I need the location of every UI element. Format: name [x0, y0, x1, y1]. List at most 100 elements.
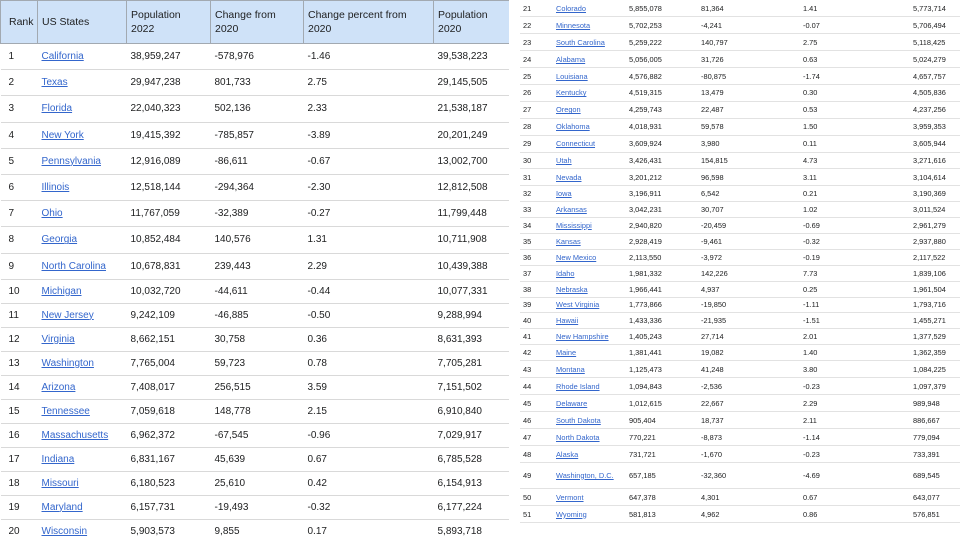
state-link[interactable]: Texas [41, 77, 68, 89]
table-row: 14 Arizona 7,408,017 256,515 3.59 7,151,502 [0, 375, 509, 400]
state-link[interactable]: Wisconsin [41, 525, 88, 537]
cell-change-percent: 7.73 [800, 265, 910, 282]
state-link[interactable]: Pennsylvania [41, 155, 101, 167]
cell-change-percent: 0.11 [800, 135, 910, 153]
cell-change: 13,479 [698, 84, 800, 102]
state-link[interactable]: Utah [556, 155, 572, 165]
cell-state: Delaware [553, 394, 626, 413]
cell-population-2020: 13,002,700 [433, 148, 509, 175]
state-link[interactable]: California [41, 51, 84, 63]
state-link[interactable]: Ohio [41, 208, 63, 220]
header-change[interactable]: Change from 2020 [210, 0, 304, 44]
cell-state: Virginia [37, 327, 127, 352]
state-link[interactable]: Arkansas [556, 205, 587, 215]
header-population-2020[interactable]: Population 2020 [433, 0, 509, 44]
cell-population-2020: 1,793,716 [910, 297, 960, 314]
state-link[interactable]: South Dakota [556, 415, 601, 425]
cell-population-2020: 989,948 [910, 394, 960, 413]
table-row: 43 Montana 1,125,473 41,248 3.80 1,084,225 [520, 360, 960, 379]
state-link[interactable]: North Carolina [41, 260, 106, 272]
cell-state: South Dakota [553, 411, 626, 430]
cell-change-percent: -1.51 [800, 312, 910, 330]
state-link[interactable]: Alabama [556, 54, 586, 64]
header-state[interactable]: US States [37, 0, 127, 44]
state-link[interactable]: South Carolina [556, 37, 605, 47]
cell-population-2020: 3,104,614 [910, 168, 960, 187]
cell-change: -86,611 [210, 148, 304, 175]
state-link[interactable]: Indiana [41, 453, 75, 465]
state-link[interactable]: Massachusetts [41, 429, 109, 441]
state-link[interactable]: Montana [556, 364, 585, 374]
cell-state: Arizona [37, 375, 127, 400]
table-row: 22 Minnesota 5,702,253 -4,241 -0.07 5,706,494 [520, 16, 960, 35]
state-link[interactable]: Arizona [41, 381, 76, 393]
header-rank[interactable]: Rank [0, 0, 38, 44]
cell-population-2022: 581,813 [626, 505, 698, 524]
state-link[interactable]: Nebraska [556, 284, 588, 294]
state-link[interactable]: Kentucky [556, 88, 587, 98]
cell-population-2022: 1,773,866 [626, 297, 698, 314]
state-link[interactable]: Louisiana [556, 71, 588, 81]
cell-change-percent: 0.67 [800, 488, 910, 507]
state-link[interactable]: Minnesota [556, 20, 591, 30]
cell-change-percent: 1.41 [800, 0, 910, 18]
state-link[interactable]: Hawaii [556, 316, 579, 326]
cell-state: Rhode Island [553, 377, 626, 396]
table-row: 3 Florida 22,040,323 502,136 2.33 21,538,187 [0, 95, 509, 123]
cell-change: 140,797 [698, 33, 800, 52]
state-link[interactable]: Mississippi [556, 221, 592, 231]
state-link[interactable]: Nevada [556, 172, 582, 182]
state-link[interactable]: Kansas [556, 236, 581, 246]
state-link[interactable]: Florida [41, 103, 73, 115]
cell-rank: 9 [0, 253, 38, 280]
cell-state: Pennsylvania [37, 148, 127, 175]
state-link[interactable]: Georgia [41, 234, 78, 246]
cell-change-percent: -1.11 [800, 297, 910, 314]
state-link[interactable]: North Dakota [556, 432, 600, 442]
cell-population-2022: 4,576,882 [626, 67, 698, 85]
header-population-2022[interactable]: Population 2022 [126, 0, 211, 44]
cell-population-2022: 1,125,473 [626, 360, 698, 379]
state-link[interactable]: Oregon [556, 105, 581, 115]
state-link[interactable]: Maryland [41, 501, 83, 513]
cell-population-2022: 7,765,004 [126, 351, 211, 376]
state-link[interactable]: Colorado [556, 3, 586, 13]
state-link[interactable]: Virginia [41, 333, 75, 345]
state-link[interactable]: Washington [41, 357, 94, 369]
state-link[interactable]: New Hampshire [556, 332, 609, 342]
cell-change: -67,545 [210, 423, 304, 448]
cell-population-2022: 1,381,441 [626, 344, 698, 362]
cell-population-2022: 3,426,431 [626, 152, 698, 170]
state-link[interactable]: West Virginia [556, 300, 600, 310]
header-change-percent[interactable]: Change percent from 2020 [303, 0, 434, 44]
state-link[interactable]: Oklahoma [556, 122, 590, 132]
state-link[interactable]: Rhode Island [556, 381, 600, 391]
cell-rank: 3 [0, 95, 38, 123]
state-link[interactable]: Alaska [556, 449, 579, 459]
state-link[interactable]: Wyoming [556, 509, 587, 519]
cell-change: 154,815 [698, 152, 800, 170]
cell-state: Mississippi [553, 217, 626, 234]
cell-change-percent: -0.32 [303, 495, 434, 520]
cell-rank: 41 [520, 328, 553, 346]
cell-change: 30,707 [698, 201, 800, 219]
state-link[interactable]: New Jersey [41, 309, 94, 321]
state-link[interactable]: Idaho [556, 268, 575, 278]
state-link[interactable]: Delaware [556, 398, 588, 408]
state-link[interactable]: New Mexico [556, 252, 597, 262]
state-link[interactable]: Maine [556, 348, 577, 358]
cell-change: 25,610 [210, 471, 304, 496]
cell-change: 9,855 [210, 519, 304, 540]
table-row: 45 Delaware 1,012,615 22,667 2.29 989,948 [520, 394, 960, 413]
cell-population-2020: 2,961,279 [910, 217, 960, 234]
state-link[interactable]: Washington, D.C. [556, 470, 614, 480]
cell-change: 22,667 [698, 394, 800, 413]
state-link[interactable]: Vermont [556, 492, 584, 502]
state-link[interactable]: Tennessee [41, 405, 90, 417]
state-link[interactable]: New York [41, 129, 84, 141]
state-link[interactable]: Michigan [41, 285, 82, 297]
state-link[interactable]: Connecticut [556, 139, 596, 149]
state-link[interactable]: Illinois [41, 182, 70, 194]
state-link[interactable]: Missouri [41, 477, 79, 489]
state-link[interactable]: Iowa [556, 189, 572, 199]
